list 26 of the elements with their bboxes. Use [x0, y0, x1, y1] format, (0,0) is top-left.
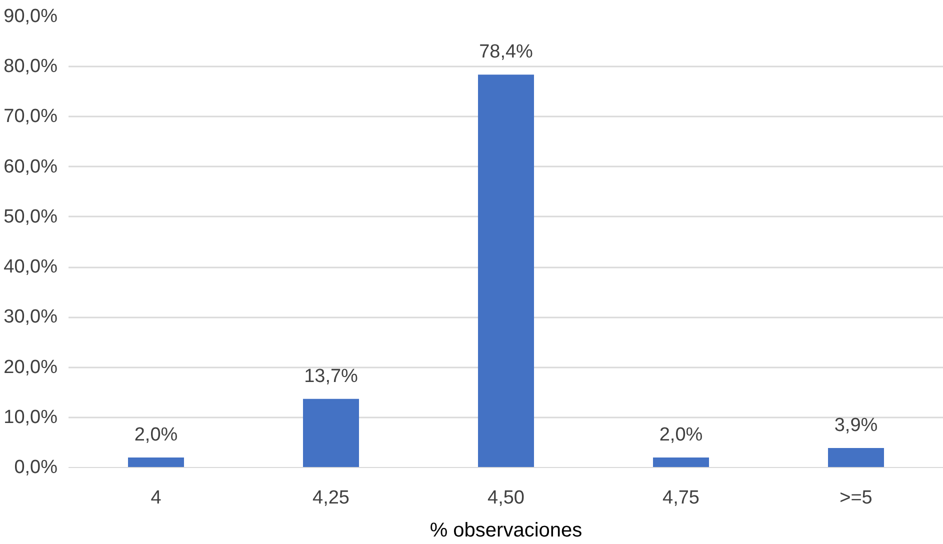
x-tick-label: 4,75: [662, 488, 700, 508]
data-label: 78,4%: [479, 42, 534, 63]
x-tick-label: 4,25: [312, 488, 350, 508]
y-tick-label: 10,0%: [4, 406, 58, 428]
data-label: 13,7%: [304, 366, 358, 387]
x-tick-label: >=5: [840, 488, 872, 508]
y-tick-label: 0,0%: [14, 457, 58, 478]
bar: [653, 457, 709, 468]
y-tick-label: 30,0%: [4, 306, 58, 328]
x-tick-label: 4: [150, 488, 162, 508]
data-label: 3,9%: [834, 414, 878, 436]
y-tick-label: 70,0%: [4, 106, 58, 128]
bar: [128, 457, 184, 468]
data-label: 2,0%: [659, 424, 703, 446]
y-tick-label: 90,0%: [4, 6, 58, 27]
data-label: 2,0%: [134, 424, 178, 446]
bar: [828, 448, 884, 468]
bar: [478, 74, 534, 468]
y-tick-label: 20,0%: [4, 356, 58, 378]
y-tick-label: 80,0%: [4, 56, 58, 78]
x-tick-label: 4,50: [488, 488, 524, 508]
y-tick-label: 40,0%: [4, 256, 58, 278]
bar: [303, 398, 359, 468]
x-axis-title: % observaciones: [430, 520, 582, 542]
y-tick-label: 50,0%: [4, 206, 58, 228]
y-tick-label: 60,0%: [4, 156, 58, 178]
